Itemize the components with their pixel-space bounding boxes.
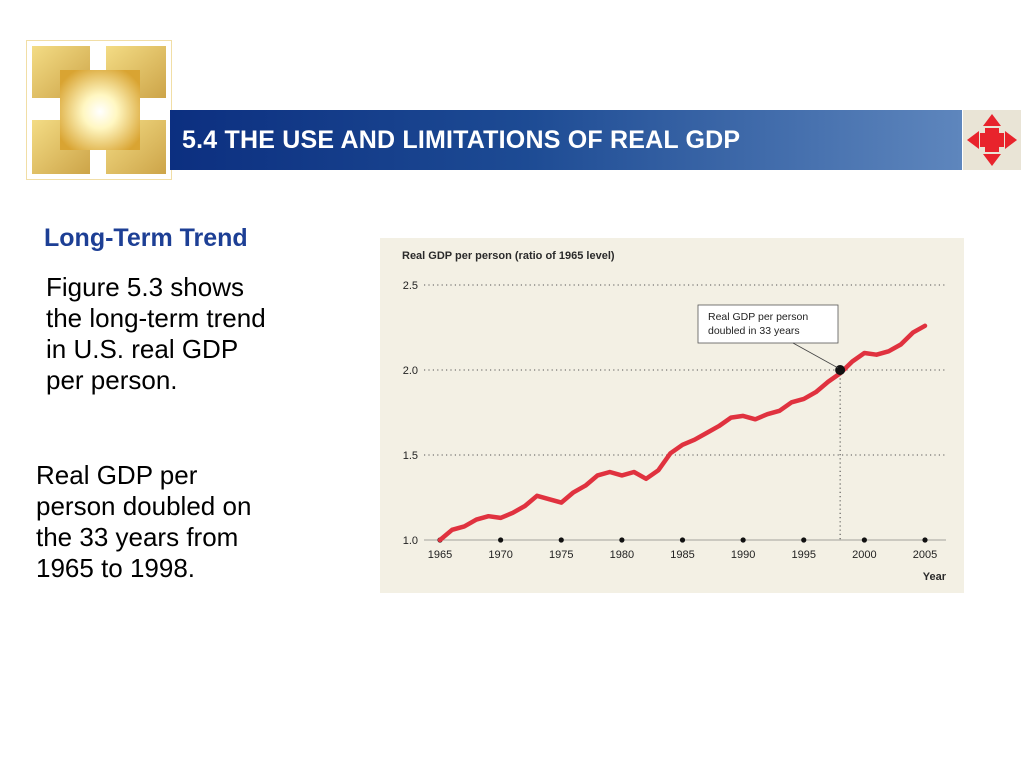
logo-icon [25, 39, 173, 181]
chart-ticks: 1.0 1.5 2.0 2.5 1965 1970 1975 1980 1985 1990 1995… [403, 280, 938, 561]
x-tick-dot [922, 537, 928, 543]
x-tick-dot [801, 537, 807, 543]
x-tick-dot [740, 537, 746, 543]
y-tick-label: 2.5 [403, 280, 418, 292]
x-tick-dot [679, 537, 686, 543]
chart-y-axis-title: Real GDP per person (ratio of 1965 level… [402, 250, 615, 262]
paragraph-line: Real GDP per [36, 460, 198, 490]
chart-background [380, 238, 964, 593]
y-tick-label: 1.0 [403, 535, 418, 547]
paragraph-figure-description: Figure 5.3 shows the long-term trend in … [46, 272, 346, 396]
section-heading: Long-Term Trend [44, 224, 248, 252]
annotation-box [697, 304, 839, 344]
paragraph-line: the long-term trend [46, 303, 266, 333]
x-tick-dot [861, 537, 867, 543]
chart-x-axis-title: Year [923, 571, 947, 583]
annotation-leader-line [792, 342, 839, 369]
y-tick-label: 1.5 [403, 450, 418, 462]
paragraph-line: the 33 years from [36, 522, 239, 552]
x-tick-dot [498, 537, 504, 543]
doubling-marker [835, 365, 846, 375]
x-tick-label: 1965 [428, 549, 452, 561]
navigation-arrows-icon[interactable] [963, 110, 1021, 170]
x-tick-label: 2005 [913, 549, 937, 561]
x-tick-label: 1970 [488, 549, 512, 561]
paragraph-line: per person. [46, 365, 178, 395]
chart-annotation: Real GDP per person doubled in 33 years [697, 304, 839, 369]
x-tick-label: 1985 [670, 549, 694, 561]
x-tick-label: 2000 [852, 549, 876, 561]
x-tick-label: 1975 [549, 549, 573, 561]
gdp-chart: Real GDP per person (ratio of 1965 level… [380, 238, 964, 593]
y-tick-label: 2.0 [403, 365, 418, 377]
x-tick-dot [558, 537, 564, 543]
x-tick-label: 1995 [792, 549, 816, 561]
annotation-line: Real GDP per person [708, 311, 808, 323]
paragraph-doubling-note: Real GDP per person doubled on the 33 ye… [36, 460, 336, 584]
slide-title: 5.4 THE USE AND LIMITATIONS OF REAL GDP [182, 125, 741, 154]
paragraph-line: Figure 5.3 shows [46, 272, 244, 302]
paragraph-line: in U.S. real GDP [46, 334, 239, 364]
title-bar: 5.4 THE USE AND LIMITATIONS OF REAL GDP [170, 110, 962, 170]
paragraph-line: person doubled on [36, 491, 252, 521]
x-tick-label: 1990 [731, 549, 755, 561]
paragraph-line: 1965 to 1998. [36, 553, 196, 583]
x-tick-label: 1980 [610, 549, 634, 561]
annotation-line: doubled in 33 years [708, 325, 800, 337]
x-tick-dot [619, 537, 625, 543]
chart-svg: Real GDP per person (ratio of 1965 level… [380, 238, 964, 593]
